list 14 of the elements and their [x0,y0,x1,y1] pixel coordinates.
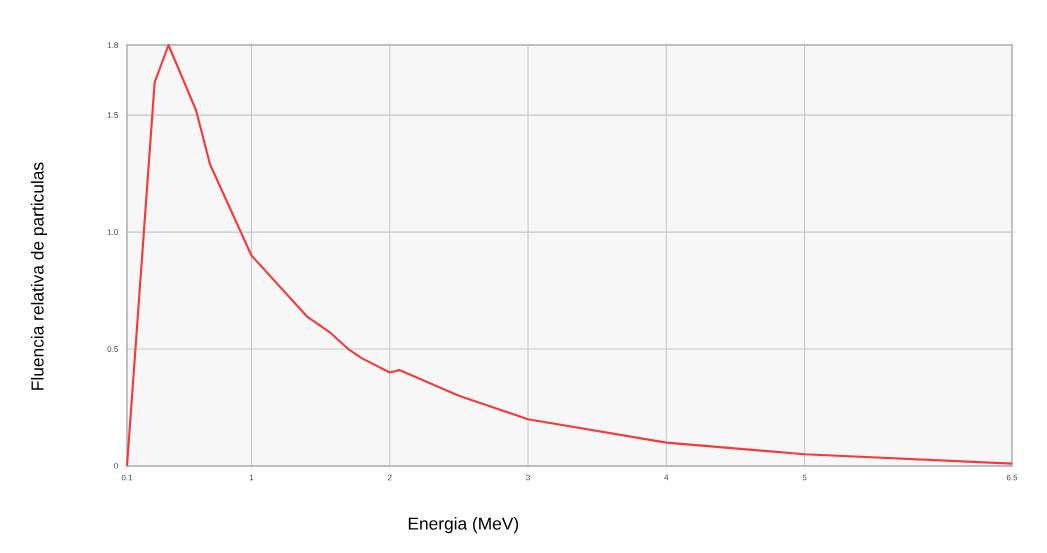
x-tick-label: 5 [802,474,807,481]
x-tick-label: 2 [387,474,392,481]
x-axis-title: Energia (MeV) [408,517,519,534]
x-tick-label: 0.1 [121,474,133,481]
x-tick-label: 3 [526,474,530,481]
y-tick-label: 0 [114,463,118,469]
x-tick-label: 6.5 [1006,474,1018,481]
y-tick-label: 1.5 [107,112,118,118]
x-tick-label: 1 [249,474,254,481]
y-axis-title: Fluencia relativa de particulas [30,162,48,390]
x-tick-label: 4 [664,474,669,481]
y-tick-label: 1.8 [107,42,118,48]
y-tick-label: 1.0 [107,229,118,235]
y-tick-label: 0.5 [107,346,118,352]
